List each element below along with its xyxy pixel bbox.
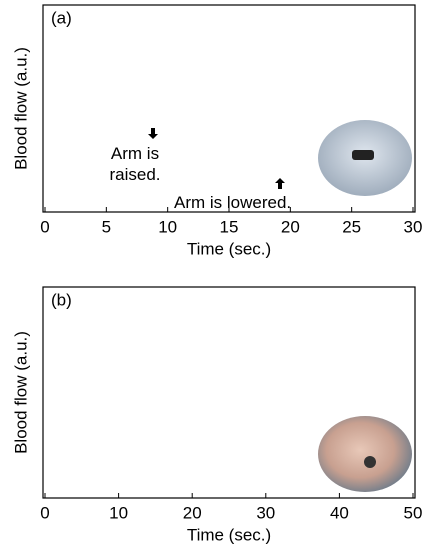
x-tick-label: 30 xyxy=(404,217,423,236)
x-tick-label: 30 xyxy=(256,503,275,522)
annotation: Arm is lowered. xyxy=(174,193,292,212)
x-tick-label: 0 xyxy=(40,503,49,522)
x-tick-label: 40 xyxy=(330,503,349,522)
plot-frame xyxy=(42,286,416,499)
x-axis-label: Time (sec.) xyxy=(187,239,271,258)
x-tick-label: 50 xyxy=(404,503,423,522)
x-tick-label: 10 xyxy=(158,217,177,236)
annotation: Arm is raised. xyxy=(109,144,161,184)
arrow xyxy=(148,128,158,139)
y-axis-label: Blood flow (a.u.) xyxy=(11,47,30,170)
x-tick-label: 20 xyxy=(281,217,300,236)
y-axis-label: Blood flow (a.u.) xyxy=(11,331,30,454)
x-tick-label: 10 xyxy=(109,503,128,522)
x-tick-label: 15 xyxy=(220,217,239,236)
photo-detail xyxy=(352,150,374,160)
x-tick-label: 0 xyxy=(40,217,49,236)
photo-detail xyxy=(364,456,376,468)
x-axis-label: Time (sec.) xyxy=(187,525,271,544)
x-tick-label: 5 xyxy=(102,217,111,236)
arrow xyxy=(275,178,285,189)
x-tick-label: 25 xyxy=(342,217,361,236)
photo-inset xyxy=(318,416,412,492)
x-tick-label: 20 xyxy=(183,503,202,522)
panel-label: (a) xyxy=(51,8,72,27)
panel-label: (b) xyxy=(51,290,72,309)
